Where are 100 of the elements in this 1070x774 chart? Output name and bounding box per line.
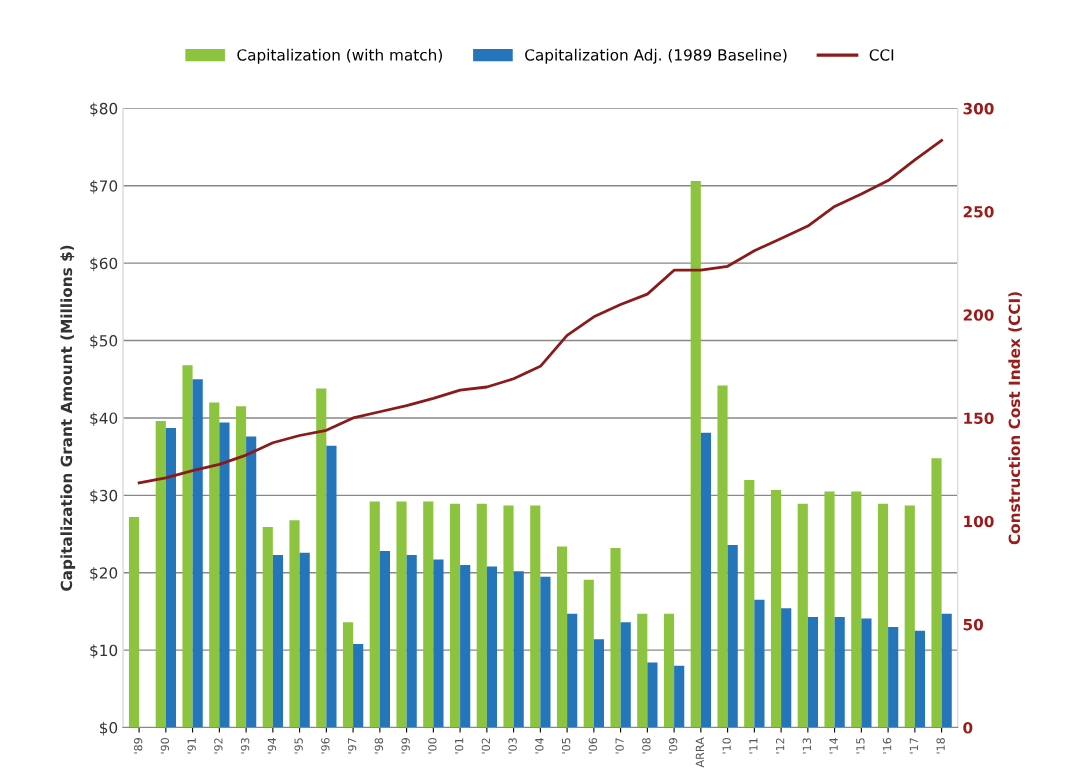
y2-axis-title: Construction Cost Index (CCI) — [1008, 292, 1022, 545]
bar — [851, 491, 862, 728]
y2-tick-label: 300 — [963, 102, 994, 115]
y-tick-label: $10 — [90, 644, 118, 659]
bar — [877, 503, 889, 728]
bar — [754, 599, 765, 728]
y-tick-label: $80 — [90, 102, 118, 117]
bar — [567, 613, 578, 728]
x-tick-label: '99 — [401, 738, 410, 754]
bar — [663, 613, 675, 728]
x-tick-label: '18 — [936, 738, 945, 754]
bar — [433, 559, 444, 728]
bar — [824, 491, 835, 728]
bar — [530, 505, 541, 728]
bar — [379, 551, 391, 728]
bar — [914, 630, 926, 728]
bar — [406, 554, 417, 728]
bar — [476, 503, 487, 728]
y2-tick-label: 150 — [964, 412, 994, 424]
line-series — [137, 138, 943, 485]
y-tick-label: $60 — [90, 257, 118, 272]
bar — [717, 385, 728, 728]
bar — [556, 546, 568, 728]
bar — [610, 547, 621, 728]
bar — [262, 527, 273, 728]
bar — [941, 613, 952, 728]
bar — [744, 479, 755, 728]
x-tick-label: '14 — [829, 737, 838, 754]
bar — [503, 505, 514, 728]
bar — [620, 622, 631, 728]
x-tick-label: '00 — [428, 738, 437, 754]
bar — [861, 618, 872, 728]
y2-tick-label: 100 — [964, 515, 994, 528]
bar — [209, 402, 220, 728]
bar — [674, 665, 685, 728]
x-tick-label: '89 — [133, 738, 143, 754]
bar — [781, 608, 792, 728]
x-tick-label: '95 — [294, 738, 303, 754]
x-tick-label: '90 — [160, 738, 170, 754]
bar — [931, 458, 942, 728]
legend-label: Capitalization (with match) — [237, 48, 442, 64]
y-tick-label: $70 — [90, 179, 118, 194]
bar — [246, 436, 257, 728]
bar — [353, 643, 364, 728]
bar — [423, 501, 434, 728]
bar — [888, 626, 899, 728]
bar — [797, 503, 808, 728]
bar — [834, 616, 845, 728]
bar — [342, 622, 354, 728]
legend-label: Capitalization Adj. (1989 Baseline) — [525, 48, 787, 64]
x-tick-label: '03 — [508, 738, 517, 754]
bar — [182, 365, 193, 728]
bar — [299, 552, 310, 728]
x-tick-label: '11 — [749, 738, 758, 754]
y2-tick-label: 50 — [963, 618, 984, 631]
y-axis-title: Capitalization Grant Amount (Millions $) — [60, 245, 76, 591]
x-tick-label: '16 — [882, 737, 892, 754]
bar — [165, 428, 177, 728]
x-tick-label: '05 — [561, 738, 571, 754]
bar — [486, 566, 498, 728]
x-tick-label: '01 — [454, 738, 464, 754]
x-tick-label: '98 — [374, 738, 384, 754]
x-tick-label: ARRA — [695, 737, 704, 768]
bar — [770, 489, 782, 728]
x-tick-label: '94 — [267, 737, 277, 754]
bar — [700, 432, 712, 728]
bar — [593, 639, 605, 728]
x-tick-label: '13 — [802, 738, 812, 754]
x-tick-label: '91 — [187, 738, 196, 754]
bar — [396, 501, 407, 728]
bar — [513, 571, 524, 728]
x-tick-label: '15 — [856, 738, 865, 754]
bar — [369, 501, 380, 728]
y2-tick-label: 250 — [963, 206, 994, 218]
x-tick-label: '92 — [214, 738, 223, 754]
legend-label: CCI — [869, 49, 894, 61]
x-tick-label: '93 — [240, 738, 250, 754]
bar — [904, 505, 915, 728]
bar — [289, 520, 300, 728]
x-tick-label: '06 — [588, 737, 598, 754]
bar — [192, 379, 203, 728]
x-tick-label: '08 — [642, 738, 651, 754]
x-tick-label: '12 — [775, 738, 785, 754]
x-tick-label: '04 — [535, 737, 544, 754]
bar — [460, 565, 471, 728]
y-tick-label: $30 — [90, 489, 118, 504]
bar — [219, 422, 230, 728]
bar — [272, 554, 284, 728]
x-tick-label: '17 — [909, 738, 918, 754]
y-tick-label: $50 — [90, 334, 118, 349]
x-tick-label: '97 — [347, 738, 357, 754]
y-tick-label: $20 — [90, 566, 118, 581]
x-tick-label: '96 — [321, 737, 330, 754]
bar — [637, 613, 648, 728]
bar — [155, 421, 166, 728]
y-tick-label: $0 — [100, 721, 118, 736]
x-tick-label: '10 — [722, 738, 731, 754]
bar — [583, 579, 594, 728]
bar — [326, 445, 337, 728]
x-tick-label: '02 — [481, 738, 491, 754]
